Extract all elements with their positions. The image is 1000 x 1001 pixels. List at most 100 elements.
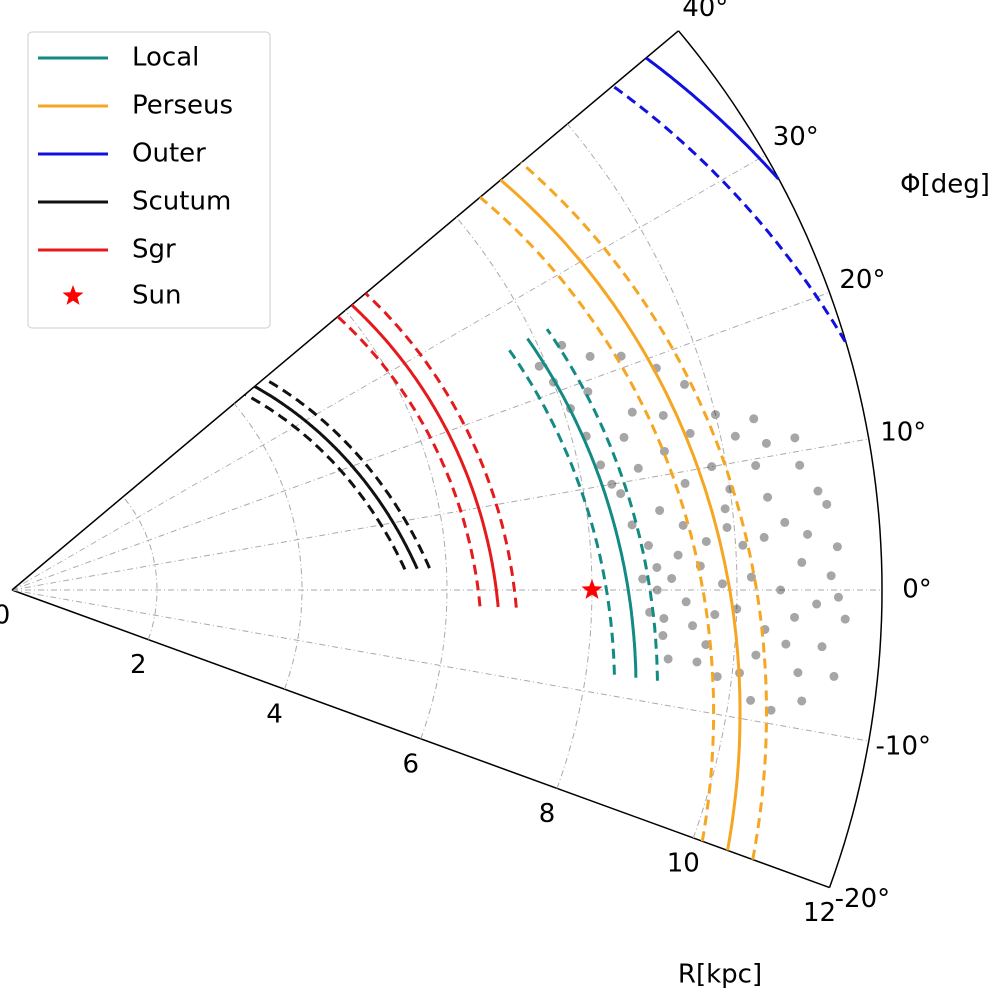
arm-edge bbox=[520, 161, 768, 860]
star-point bbox=[557, 340, 567, 350]
legend-label: Scutum bbox=[132, 187, 231, 217]
star-point bbox=[822, 499, 832, 509]
legend-label: Local bbox=[132, 43, 199, 73]
arm-edge bbox=[244, 393, 407, 571]
star-point bbox=[803, 529, 813, 539]
star-point bbox=[832, 542, 842, 552]
star-point bbox=[638, 574, 648, 584]
star-point bbox=[710, 410, 720, 420]
star-point bbox=[607, 479, 617, 489]
plot bbox=[244, 56, 850, 860]
x-tick-label: 8 bbox=[539, 799, 556, 829]
star-point bbox=[730, 431, 740, 441]
arm-edge bbox=[479, 196, 716, 842]
x-tick-label: 4 bbox=[266, 700, 283, 730]
star-point bbox=[678, 520, 688, 530]
x-axis-label: R[kpc] bbox=[678, 960, 762, 990]
star-point bbox=[685, 428, 695, 438]
star-point bbox=[812, 599, 822, 609]
arm-edge bbox=[611, 84, 847, 343]
star-point bbox=[717, 579, 727, 589]
star-point bbox=[652, 562, 662, 572]
star-point bbox=[663, 654, 673, 664]
star-point bbox=[633, 463, 643, 473]
arm-edge bbox=[364, 292, 518, 608]
x-tick-label: 2 bbox=[130, 650, 147, 680]
star-point bbox=[692, 657, 702, 667]
star-point bbox=[701, 536, 711, 546]
star-point bbox=[746, 572, 756, 582]
star-point bbox=[776, 585, 785, 595]
star-point bbox=[829, 671, 839, 681]
star-point bbox=[797, 557, 807, 567]
star-point bbox=[534, 361, 544, 371]
grid-arc bbox=[122, 496, 158, 640]
star-point bbox=[658, 410, 668, 420]
star-point bbox=[701, 640, 711, 650]
y-tick-label: 10° bbox=[880, 417, 926, 447]
star-point bbox=[667, 573, 677, 583]
star-point bbox=[596, 460, 606, 470]
star-point bbox=[627, 520, 637, 530]
arm-edge bbox=[545, 328, 659, 681]
star-point bbox=[658, 631, 668, 641]
star-point bbox=[619, 432, 629, 442]
star-point bbox=[707, 462, 717, 472]
star-point bbox=[749, 414, 759, 424]
grid: -20° -10° 0° 10° 20° 30° 40° 0 2 4 6 8 10 12 bbox=[0, 0, 932, 928]
y-tick-label: -10° bbox=[876, 732, 931, 762]
star-point bbox=[583, 387, 593, 397]
star-point bbox=[585, 351, 595, 361]
star-point bbox=[616, 351, 626, 361]
star-point bbox=[738, 540, 748, 550]
star-point bbox=[746, 695, 756, 705]
arm-line bbox=[526, 337, 638, 678]
star-point bbox=[680, 478, 690, 488]
arm-line bbox=[645, 56, 780, 180]
grid-arc bbox=[567, 123, 738, 839]
y-tick-label: -20° bbox=[835, 884, 890, 914]
arm-line bbox=[499, 178, 742, 851]
star-point bbox=[790, 433, 800, 443]
star-point bbox=[763, 492, 773, 502]
star-point bbox=[659, 613, 669, 623]
star-point bbox=[722, 522, 732, 532]
star-point bbox=[643, 540, 653, 550]
star-point bbox=[627, 407, 637, 417]
y-axis-label: Φ[deg] bbox=[900, 170, 990, 200]
star-point bbox=[759, 532, 769, 542]
star-point bbox=[712, 672, 722, 682]
arm-line bbox=[253, 385, 419, 570]
legend: Local Perseus Outer Scutum Sgr Sun bbox=[38, 43, 233, 311]
star-point bbox=[652, 585, 662, 595]
star-point bbox=[833, 592, 843, 602]
star-point bbox=[781, 639, 791, 649]
y-tick-label: 40° bbox=[682, 0, 728, 23]
arm-edge bbox=[506, 347, 616, 675]
star-point bbox=[659, 446, 669, 456]
legend-swatch bbox=[62, 285, 84, 305]
star-point bbox=[780, 517, 790, 527]
legend-label: Perseus bbox=[132, 91, 233, 121]
legend-label: Sun bbox=[132, 281, 181, 311]
arm-edge bbox=[336, 315, 482, 607]
star-point bbox=[761, 438, 771, 448]
star-point bbox=[813, 486, 823, 496]
star-point bbox=[680, 379, 690, 389]
grid-arc bbox=[233, 403, 303, 690]
arm-line bbox=[350, 303, 500, 608]
star-point bbox=[766, 705, 776, 715]
arm-edge bbox=[263, 377, 431, 569]
star-point bbox=[797, 696, 807, 706]
star-point bbox=[793, 668, 803, 678]
star-point bbox=[681, 597, 691, 607]
star-point bbox=[795, 460, 805, 470]
grid-arc bbox=[455, 216, 593, 789]
star-point bbox=[616, 489, 626, 499]
grid-line bbox=[11, 291, 830, 591]
star-point bbox=[826, 571, 836, 581]
outer-arc bbox=[677, 30, 883, 888]
x-tick-label: 12 bbox=[803, 898, 836, 928]
star-point bbox=[751, 650, 761, 660]
